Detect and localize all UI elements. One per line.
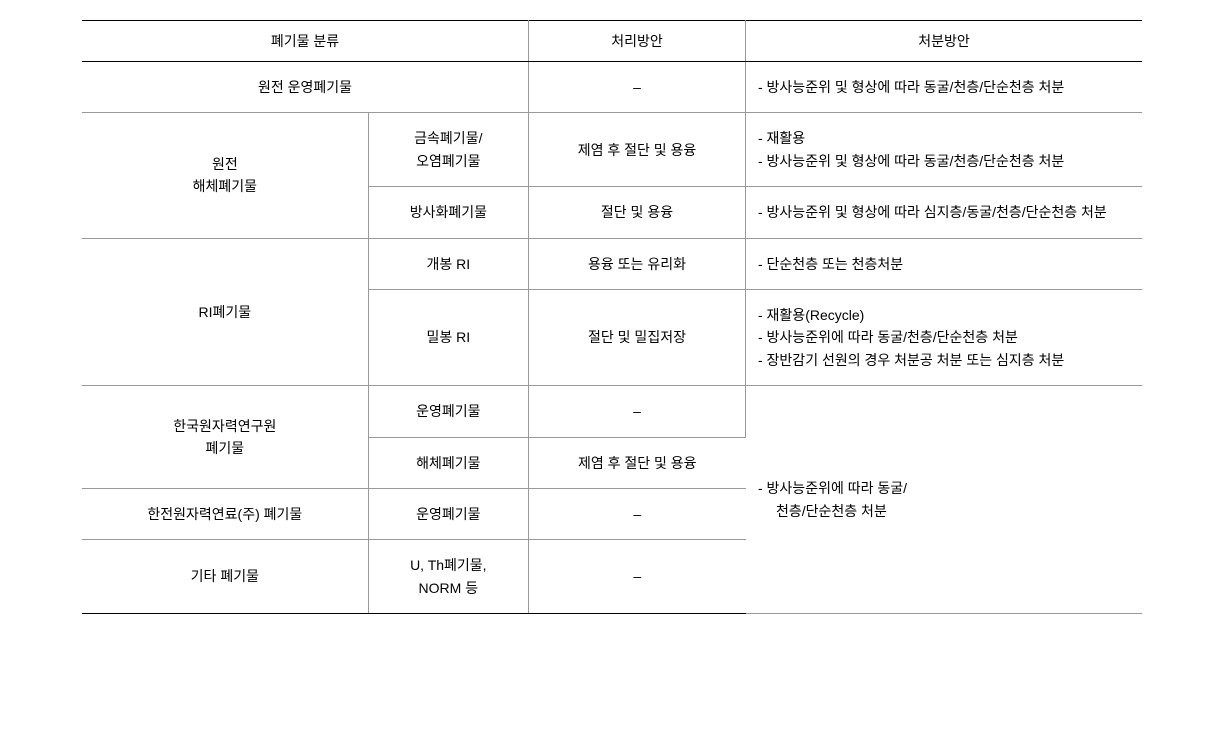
header-waste-classification: 폐기물 분류	[82, 21, 529, 62]
cell-waste-subtype: 방사화폐기물	[368, 187, 528, 238]
cell-treatment: –	[529, 386, 746, 437]
waste-classification-table: 폐기물 분류 처리방안 처분방안 원전 운영폐기물 – - 방사능준위 및 형상…	[82, 20, 1142, 614]
cell-waste-subtype: 개봉 RI	[368, 238, 528, 289]
disposal-item: - 방사능준위 및 형상에 따라 심지층/동굴/천층/단순천층 처분	[758, 201, 1130, 223]
cell-treatment: 절단 및 용융	[529, 187, 746, 238]
header-disposal-method: 처분방안	[746, 21, 1143, 62]
cell-treatment: 제염 후 절단 및 용융	[529, 113, 746, 187]
disposal-item: - 장반감기 선원의 경우 처분공 처분 또는 심지층 처분	[758, 349, 1130, 371]
cell-waste-type: 한국원자력연구원폐기물	[82, 386, 368, 489]
table-row: 원전해체폐기물 금속폐기물/오염폐기물 제염 후 절단 및 용융 - 재활용 -…	[82, 113, 1142, 187]
cell-treatment: –	[529, 540, 746, 614]
cell-treatment: 절단 및 밀집저장	[529, 289, 746, 385]
disposal-item: - 재활용	[758, 127, 1130, 149]
header-row: 폐기물 분류 처리방안 처분방안	[82, 21, 1142, 62]
cell-waste-type: 한전원자력연료(주) 폐기물	[82, 488, 368, 539]
disposal-item: - 방사능준위에 따라 동굴/ 천층/단순천층 처분	[758, 477, 1130, 522]
table-row: RI폐기물 개봉 RI 용융 또는 유리화 - 단순천층 또는 천층처분	[82, 238, 1142, 289]
cell-waste-type: 원전해체폐기물	[82, 113, 368, 238]
header-treatment-method: 처리방안	[529, 21, 746, 62]
cell-disposal: - 단순천층 또는 천층처분	[746, 238, 1143, 289]
table-header: 폐기물 분류 처리방안 처분방안	[82, 21, 1142, 62]
cell-disposal: - 재활용(Recycle) - 방사능준위에 따라 동굴/천층/단순천층 처분…	[746, 289, 1143, 385]
disposal-item: - 방사능준위 및 형상에 따라 동굴/천층/단순천층 처분	[758, 150, 1130, 172]
cell-waste-subtype: 금속폐기물/오염폐기물	[368, 113, 528, 187]
disposal-item: - 재활용(Recycle)	[758, 304, 1130, 326]
waste-classification-table-container: 폐기물 분류 처리방안 처분방안 원전 운영폐기물 – - 방사능준위 및 형상…	[82, 20, 1142, 614]
table-row: 한국원자력연구원폐기물 운영폐기물 – - 방사능준위에 따라 동굴/ 천층/단…	[82, 386, 1142, 437]
table-row: 원전 운영폐기물 – - 방사능준위 및 형상에 따라 동굴/천층/단순천층 처…	[82, 62, 1142, 113]
cell-treatment: –	[529, 62, 746, 113]
cell-waste-subtype: 해체폐기물	[368, 437, 528, 488]
cell-waste-subtype: 운영폐기물	[368, 386, 528, 437]
table-body: 원전 운영폐기물 – - 방사능준위 및 형상에 따라 동굴/천층/단순천층 처…	[82, 62, 1142, 614]
cell-waste-subtype: 밀봉 RI	[368, 289, 528, 385]
cell-disposal: - 방사능준위에 따라 동굴/ 천층/단순천층 처분	[746, 386, 1143, 614]
cell-waste-type: RI폐기물	[82, 238, 368, 386]
cell-disposal: - 방사능준위 및 형상에 따라 심지층/동굴/천층/단순천층 처분	[746, 187, 1143, 238]
cell-treatment: 제염 후 절단 및 용융	[529, 437, 746, 488]
cell-waste-subtype: U, Th폐기물,NORM 등	[368, 540, 528, 614]
cell-disposal: - 재활용 - 방사능준위 및 형상에 따라 동굴/천층/단순천층 처분	[746, 113, 1143, 187]
cell-treatment: 용융 또는 유리화	[529, 238, 746, 289]
cell-waste-type: 기타 폐기물	[82, 540, 368, 614]
cell-waste-subtype: 운영폐기물	[368, 488, 528, 539]
cell-disposal: - 방사능준위 및 형상에 따라 동굴/천층/단순천층 처분	[746, 62, 1143, 113]
disposal-item: - 방사능준위에 따라 동굴/천층/단순천층 처분	[758, 326, 1130, 348]
cell-treatment: –	[529, 488, 746, 539]
disposal-item: - 방사능준위 및 형상에 따라 동굴/천층/단순천층 처분	[758, 76, 1130, 98]
cell-waste-type: 원전 운영폐기물	[82, 62, 529, 113]
disposal-item: - 단순천층 또는 천층처분	[758, 253, 1130, 275]
